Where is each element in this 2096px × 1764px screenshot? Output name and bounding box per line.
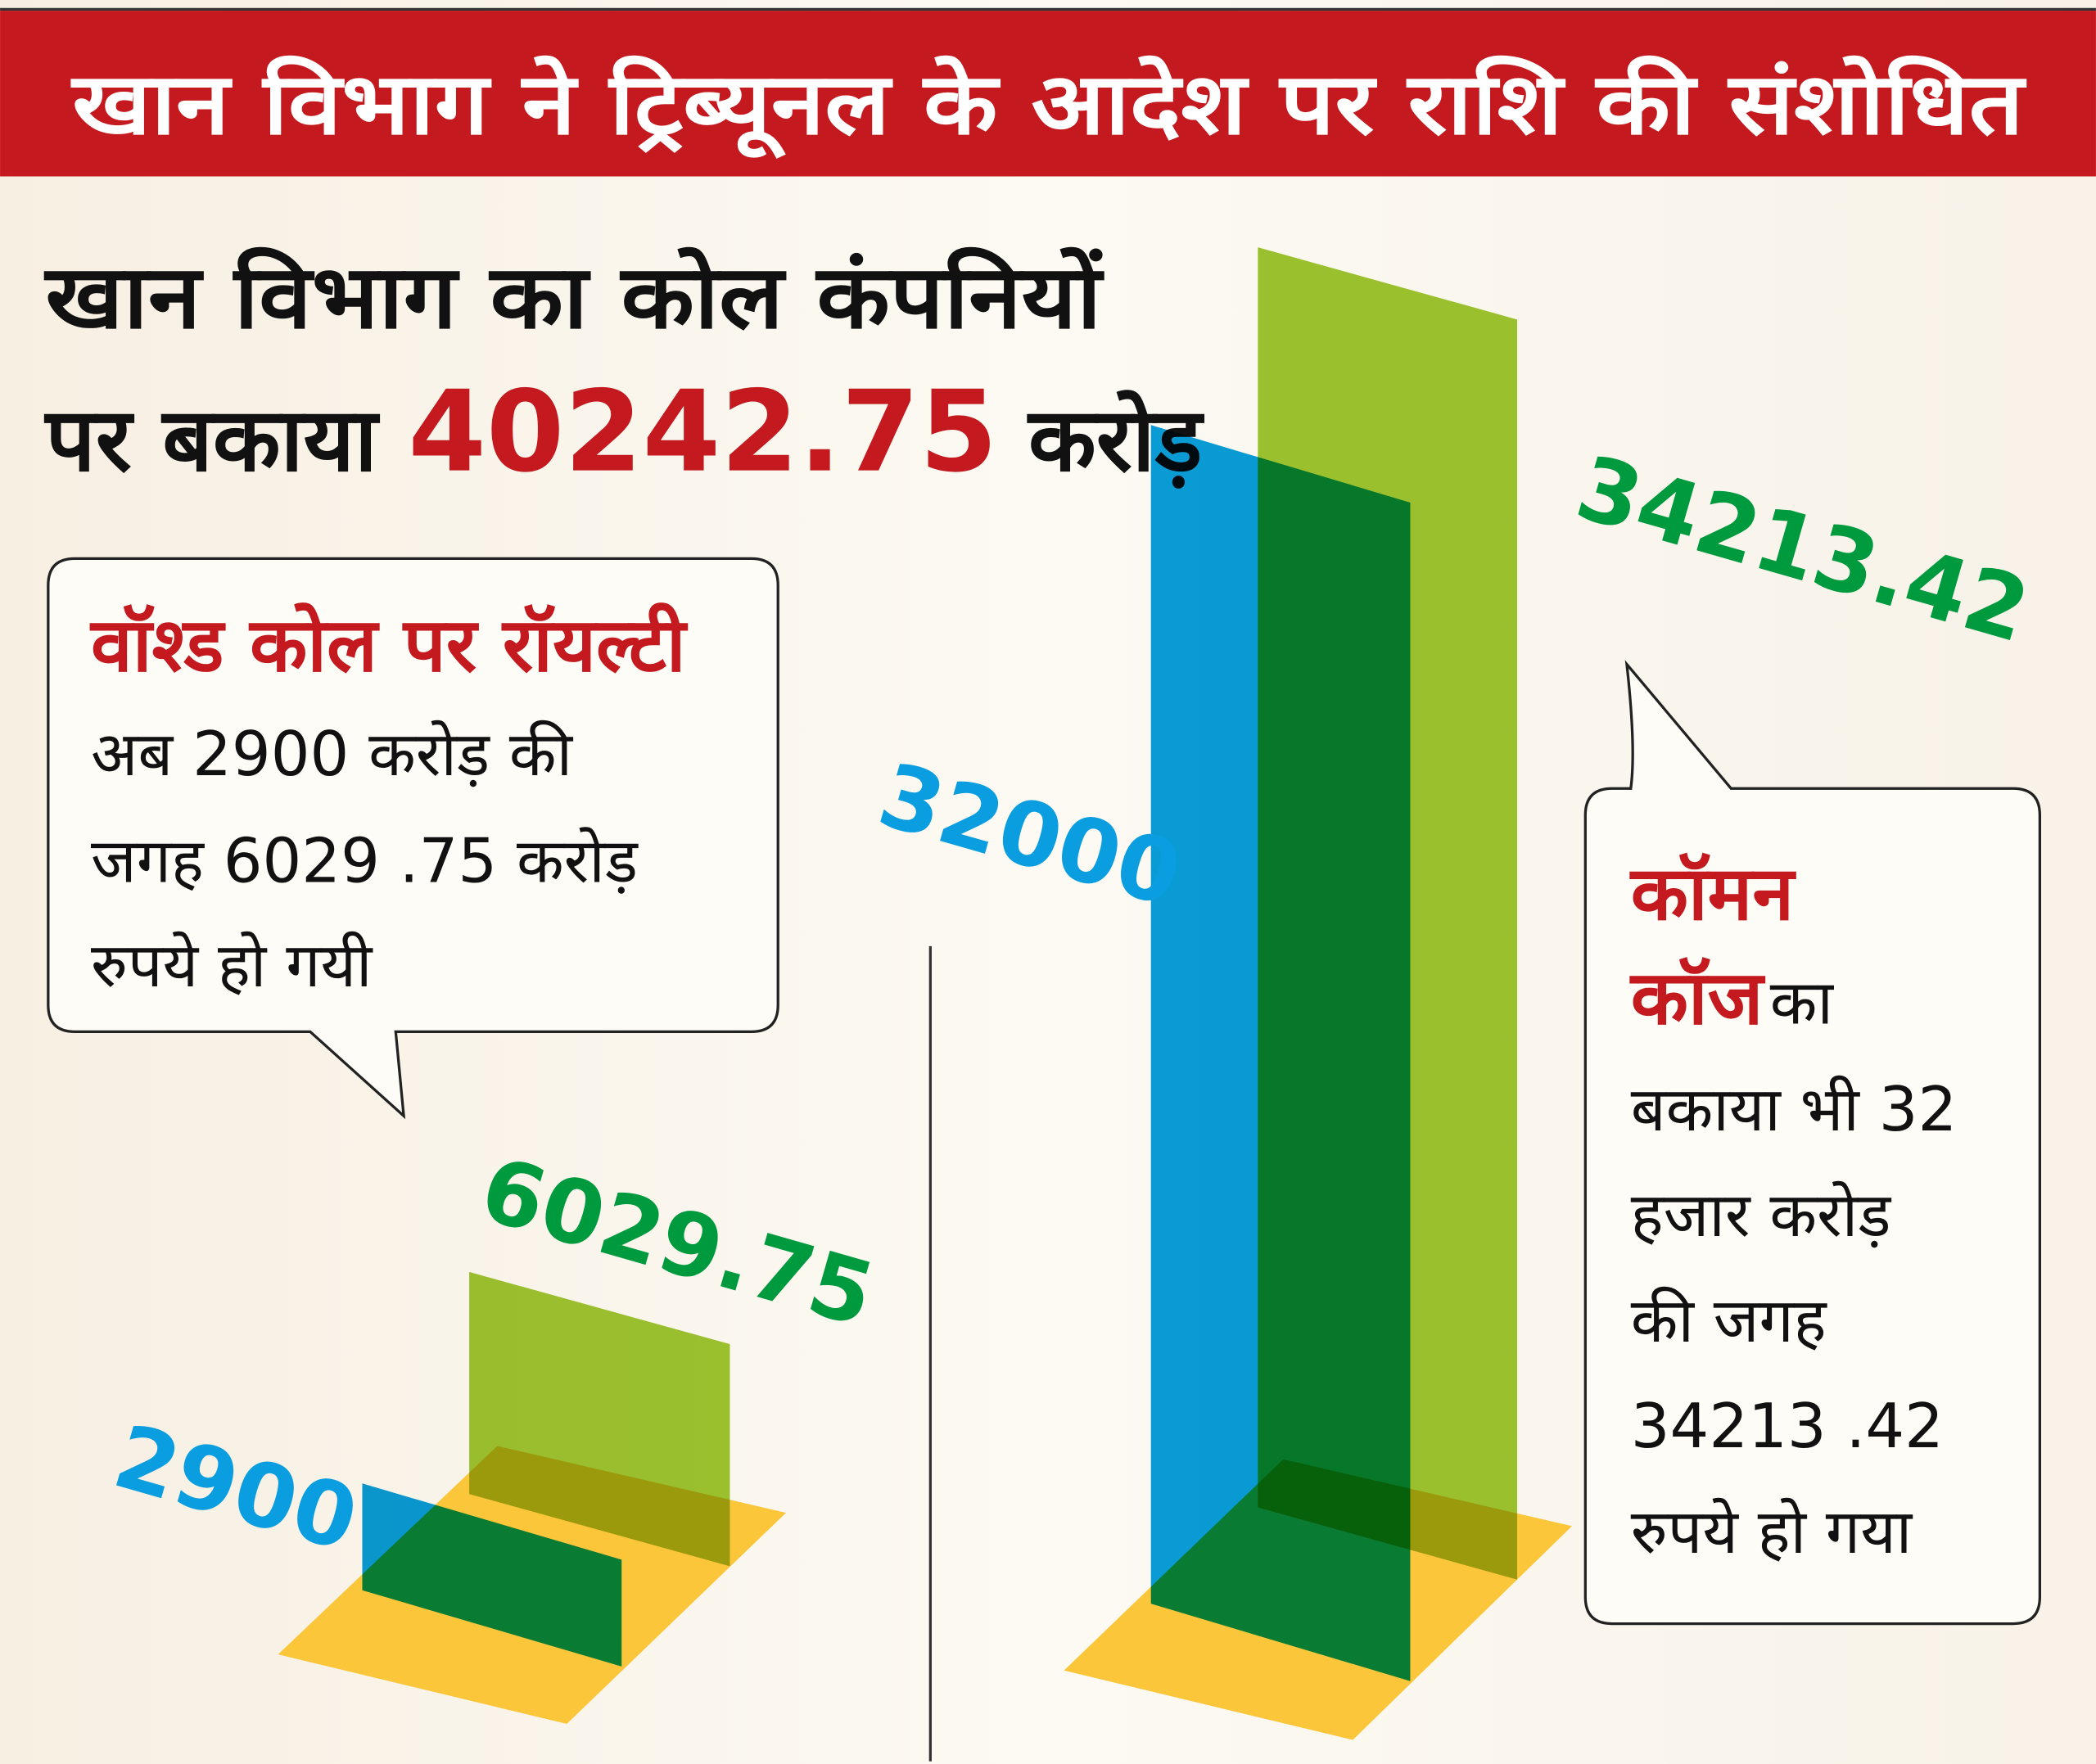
right-note-line-2: कॉज का	[1629, 954, 1835, 1042]
left-note-line: जगह 6029 .75 करोड़	[91, 824, 639, 896]
left-note-line: रुपये हो गयी	[91, 929, 373, 1001]
left-note-title: वॉश्ड कोल पर रॉयल्टी	[89, 602, 689, 689]
right-note-line: हजार करोड़	[1631, 1179, 1891, 1251]
bar-6029.75	[469, 1271, 730, 1567]
left-speech-bubble	[47, 557, 779, 1120]
right-speech-bubble	[1583, 660, 2042, 1626]
right-note-line: रुपये हो गया	[1631, 1496, 1913, 1568]
bars-layer	[278, 247, 1572, 1740]
headline-line2: पर बकाया 40242.75 करोड़	[44, 368, 1205, 498]
right-note-line: की जगह	[1631, 1284, 1827, 1356]
headline-line1: खान विभाग का कोल कंपनियों	[43, 246, 1104, 349]
headline-prefix: पर बकाया	[44, 390, 381, 492]
header-bar	[0, 11, 2096, 177]
right-note-line: 34213 .42	[1631, 1390, 1944, 1462]
bar-34213.42	[1258, 247, 1518, 1580]
headline-amount: 40242.75	[408, 368, 997, 498]
right-note-title-1: कॉमन	[1629, 850, 1797, 937]
left-note-line: अब 2900 करोड़ की	[91, 718, 574, 790]
right-note-title-2: कॉज	[1629, 954, 1766, 1042]
header-title: खान विभाग ने ट्रिब्यूनल के आदेश पर राशि …	[70, 54, 2027, 159]
right-note-suffix: का	[1770, 967, 1835, 1039]
right-note-line: बकाया भी 32	[1631, 1073, 1957, 1145]
bar-2900	[362, 1483, 622, 1667]
